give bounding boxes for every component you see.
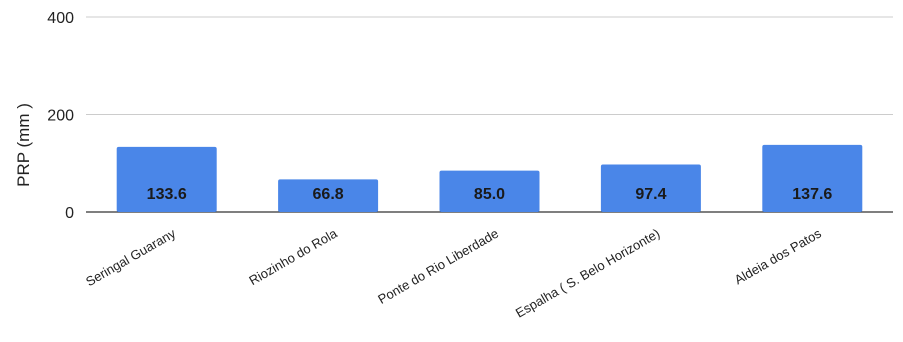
y-tick-labels: 0 200 400 — [47, 10, 74, 222]
y-tick-label: 400 — [47, 10, 74, 27]
x-category-label: Seringal Guarany — [83, 225, 179, 289]
x-category-label: Espalha ( S. Belo Horizonte) — [513, 226, 663, 321]
bar — [278, 179, 379, 212]
y-tick-label: 200 — [47, 108, 74, 125]
bar — [762, 144, 863, 212]
x-category-label: Riozinho do Rola — [246, 225, 340, 288]
bar — [439, 170, 540, 212]
x-category-labels: Seringal Guarany Riozinho do Rola Ponte do… — [83, 225, 824, 320]
x-category-label: Aldeia dos Patos — [732, 225, 824, 287]
y-tick-label: 0 — [65, 205, 74, 222]
bar — [600, 164, 701, 212]
bar-data-label: 85.0 — [474, 186, 505, 203]
bar-data-label: 66.8 — [313, 186, 344, 203]
bar-data-label: 133.6 — [147, 186, 187, 203]
y-axis-title: PRP (mm ) — [14, 103, 33, 187]
bar-data-label: 97.4 — [635, 186, 666, 203]
bar — [116, 146, 217, 212]
x-category-label: Ponte do Rio Liberdade — [375, 226, 501, 307]
bar-data-label: 137.6 — [792, 186, 832, 203]
bars: 133.6 66.8 85.0 97.4 137.6 — [116, 144, 863, 212]
